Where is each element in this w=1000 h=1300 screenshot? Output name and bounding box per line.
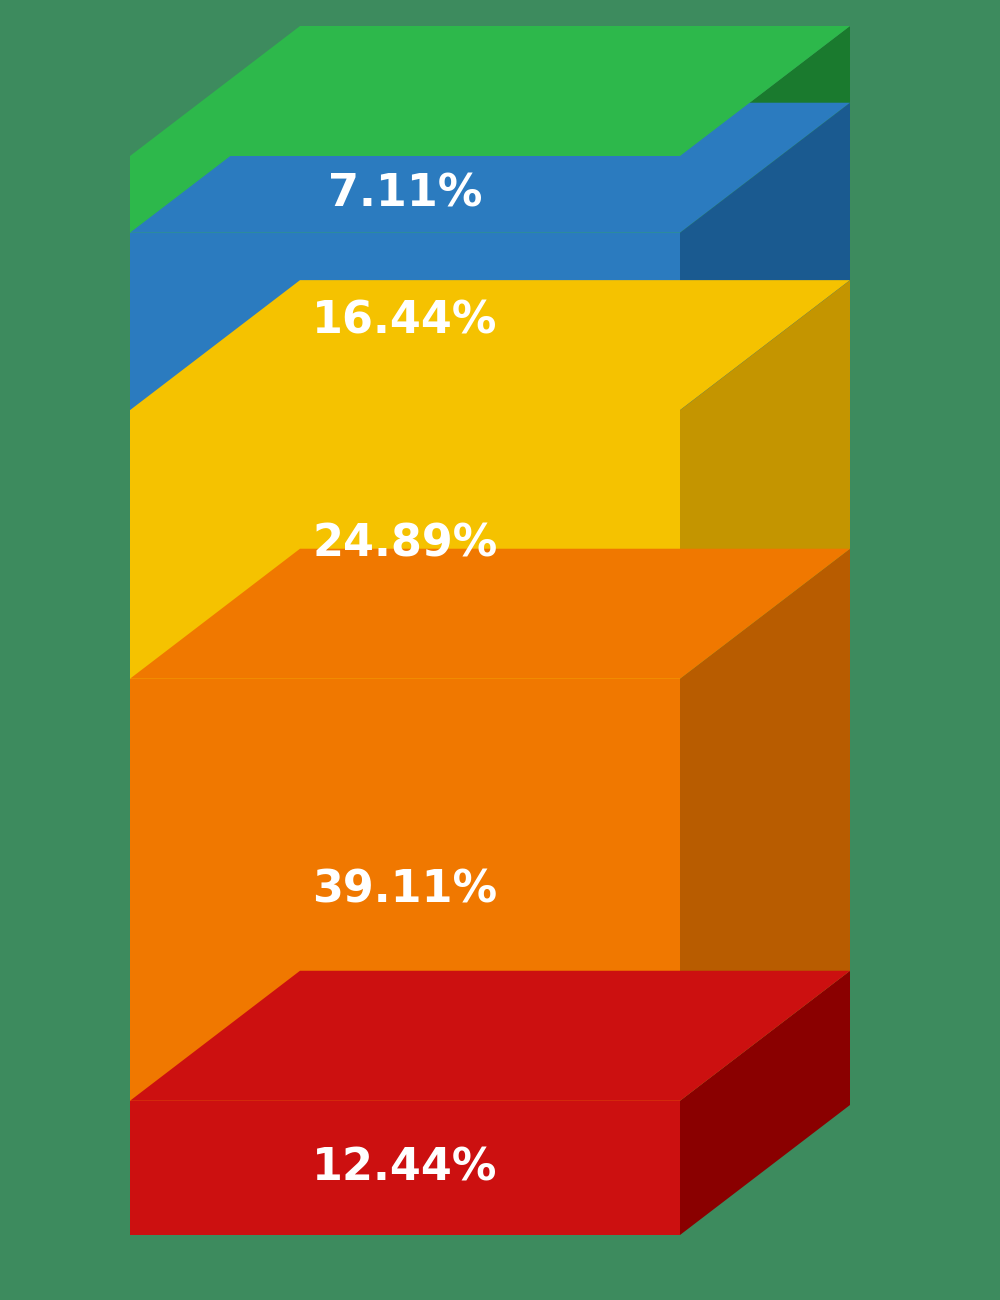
Polygon shape	[680, 971, 850, 1235]
Text: 16.44%: 16.44%	[312, 300, 498, 343]
Polygon shape	[130, 280, 850, 410]
Polygon shape	[130, 679, 680, 1101]
Polygon shape	[680, 26, 850, 233]
Polygon shape	[130, 156, 680, 233]
Polygon shape	[130, 26, 850, 156]
Polygon shape	[130, 410, 680, 679]
Polygon shape	[680, 280, 850, 679]
Polygon shape	[680, 103, 850, 410]
Text: 7.11%: 7.11%	[328, 173, 482, 216]
Polygon shape	[130, 549, 850, 679]
Polygon shape	[130, 233, 680, 410]
Text: 12.44%: 12.44%	[312, 1147, 498, 1190]
Polygon shape	[680, 549, 850, 1101]
Polygon shape	[130, 971, 850, 1101]
Polygon shape	[130, 103, 850, 233]
Polygon shape	[130, 1101, 680, 1235]
Text: 24.89%: 24.89%	[312, 523, 498, 566]
Text: 39.11%: 39.11%	[312, 868, 498, 911]
